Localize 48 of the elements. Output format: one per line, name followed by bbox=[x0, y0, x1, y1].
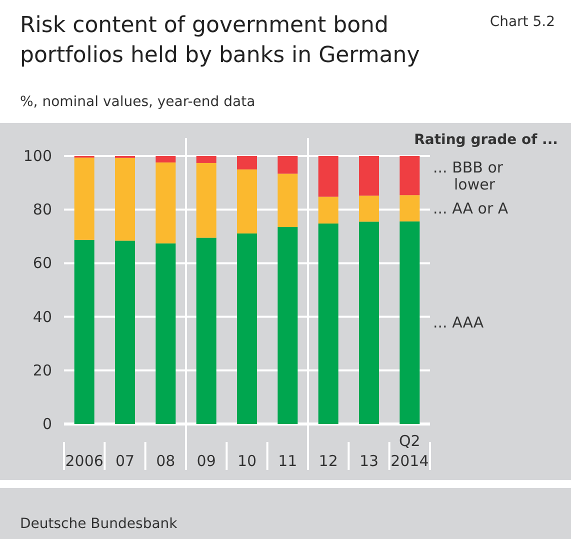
bar bbox=[359, 196, 379, 222]
x-tick-label: 07 bbox=[115, 452, 135, 470]
bar bbox=[400, 221, 420, 424]
caption: Chart 5.2 bbox=[490, 14, 555, 30]
x-tick-label: 11 bbox=[278, 452, 298, 470]
x-tick-label: 09 bbox=[196, 452, 216, 470]
bar bbox=[278, 174, 298, 228]
text: Deutsche Bundesbank bbox=[20, 516, 178, 532]
bar bbox=[74, 240, 94, 424]
bar bbox=[196, 238, 216, 424]
bar bbox=[74, 158, 94, 240]
bar bbox=[196, 162, 216, 238]
bar bbox=[237, 156, 257, 170]
x-tick-label: 12 bbox=[318, 452, 338, 470]
bar bbox=[115, 240, 135, 424]
bar bbox=[400, 156, 420, 196]
bar bbox=[156, 156, 176, 162]
bar bbox=[400, 195, 420, 222]
x-tick-label: Q2 2014 bbox=[390, 432, 429, 470]
bar bbox=[318, 224, 338, 424]
y-tick-label: 20 bbox=[32, 361, 52, 380]
x-tick-label: 10 bbox=[237, 452, 257, 470]
bar bbox=[196, 156, 216, 163]
bar bbox=[237, 233, 257, 424]
y-tick-label: 80 bbox=[32, 200, 52, 219]
y-tick-label: 0 bbox=[42, 415, 52, 433]
bar bbox=[359, 222, 379, 424]
bar bbox=[359, 156, 379, 196]
bar bbox=[278, 156, 298, 174]
y-tick-label: 100 bbox=[23, 147, 52, 165]
legend-title: Rating grade of ... bbox=[414, 132, 558, 148]
bar bbox=[237, 169, 257, 234]
chart-title: Risk content of government bond portfolios held by banks in Germany bbox=[20, 13, 420, 68]
y-tick-label: 40 bbox=[32, 308, 52, 326]
bar bbox=[115, 158, 135, 241]
chart-subtitle: %, nominal values, year-end data bbox=[20, 94, 256, 110]
bar bbox=[318, 156, 338, 197]
y-tick-label: 60 bbox=[32, 254, 52, 272]
bar bbox=[156, 243, 176, 424]
x-tick-label: 13 bbox=[359, 452, 379, 470]
bar bbox=[278, 227, 298, 424]
series-label: ... AAA bbox=[433, 314, 484, 332]
series-label: ... AA or A bbox=[433, 199, 509, 218]
bar bbox=[318, 196, 338, 224]
x-tick-label: 08 bbox=[156, 452, 176, 470]
bar bbox=[156, 162, 176, 244]
series-label: ... BBB or lower bbox=[433, 158, 504, 194]
x-tick-label: 2006 bbox=[65, 452, 104, 470]
